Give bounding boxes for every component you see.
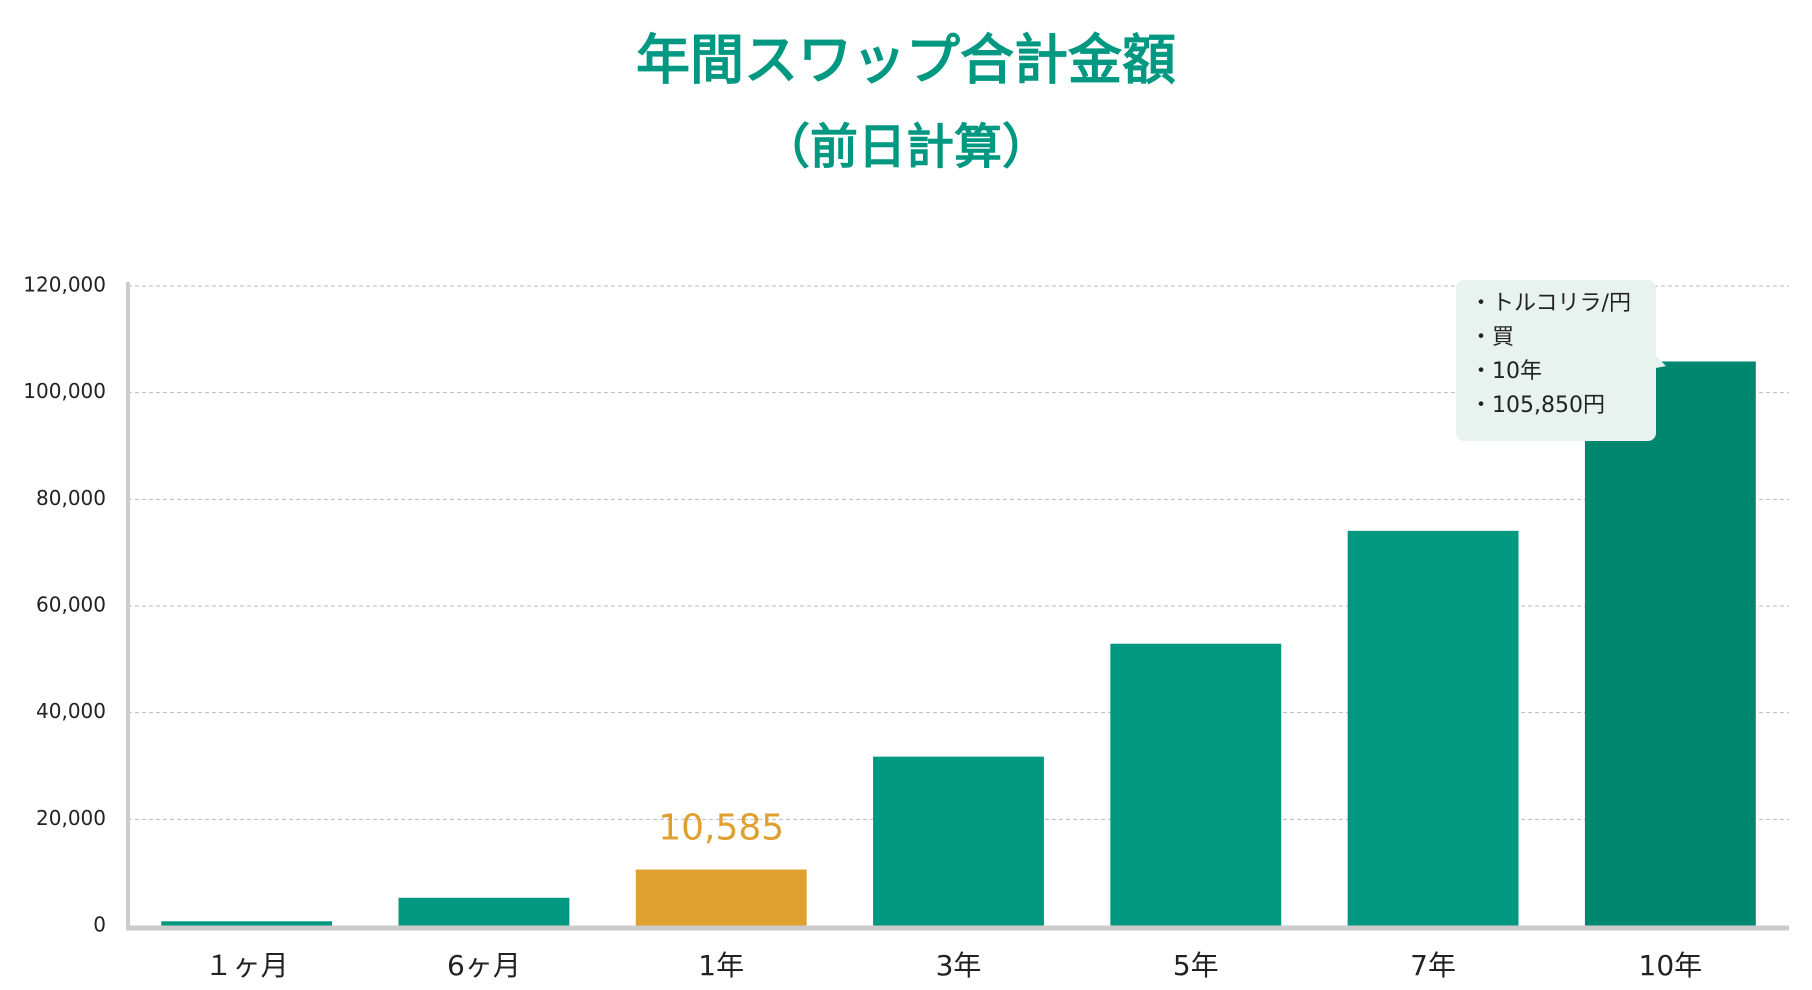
y-tick-label: 40,000	[36, 699, 106, 723]
chart-title: 年間スワップ合計金額	[636, 29, 1176, 92]
x-tick-label: 5年	[1173, 949, 1219, 982]
tooltip: ・トルコリラ/円・買・10年・105,850円	[1456, 280, 1666, 441]
x-tick-label: 3年	[936, 949, 982, 982]
y-tick-label: 60,000	[36, 593, 106, 617]
x-tick-label: 10年	[1639, 949, 1703, 982]
y-tick-label: 80,000	[36, 486, 106, 510]
bar	[635, 869, 807, 926]
tooltip-line: ・トルコリラ/円	[1470, 291, 1631, 316]
x-tick-label: １ヶ月	[205, 949, 289, 982]
y-tick-label: 100,000	[23, 379, 106, 403]
bar	[398, 897, 570, 926]
chart-subtitle: （前日計算）	[762, 119, 1050, 175]
y-tick-label: 0	[93, 913, 106, 937]
bar	[161, 921, 333, 926]
tooltip-box	[1456, 280, 1666, 441]
tooltip-line: ・105,850円	[1470, 393, 1605, 418]
bar	[1110, 643, 1282, 926]
bar	[873, 756, 1044, 926]
tooltip-line: ・10年	[1470, 359, 1542, 384]
bar	[1347, 530, 1519, 926]
x-tick-label: 6ヶ月	[447, 949, 521, 982]
y-tick-label: 120,000	[23, 273, 106, 297]
x-tick-label: 1年	[698, 949, 744, 982]
bar	[1584, 361, 1756, 926]
tooltip-line: ・買	[1470, 325, 1514, 350]
y-tick-label: 20,000	[36, 806, 106, 830]
value-label: 10,585	[658, 808, 784, 849]
x-tick-label: 7年	[1410, 949, 1456, 982]
